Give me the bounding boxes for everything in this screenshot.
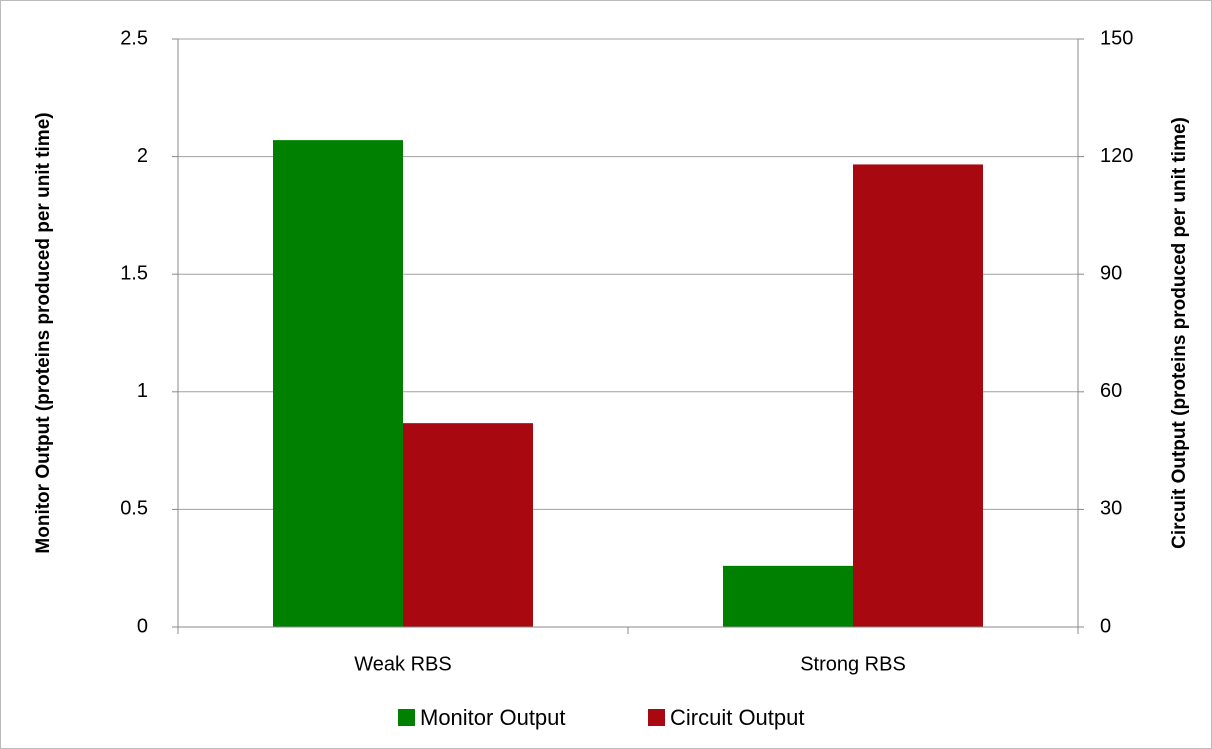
legend-label: Monitor Output (420, 705, 566, 730)
y-axis-title: Monitor Output (proteins produced per un… (33, 112, 54, 553)
y-tick-label: 1.5 (120, 262, 148, 284)
y2-tick-label: 0 (1100, 615, 1111, 637)
y2-tick-label: 30 (1100, 498, 1122, 520)
y2-tick-label: 150 (1100, 27, 1133, 49)
y-tick-label: 2 (137, 145, 148, 167)
y2-axis-title: Circuit Output (proteins produced per un… (1169, 117, 1190, 549)
bar (853, 164, 983, 627)
legend-swatch (398, 709, 415, 726)
x-tick-label: Weak RBS (354, 653, 451, 675)
bar (403, 423, 533, 627)
y2-tick-label: 120 (1100, 145, 1133, 167)
y-tick-label: 0 (137, 615, 148, 637)
legend-swatch (648, 709, 665, 726)
y-tick-label: 2.5 (120, 27, 148, 49)
y-tick-label: 0.5 (120, 498, 148, 520)
y2-tick-label: 90 (1100, 262, 1122, 284)
bar (723, 565, 853, 627)
y-tick-label: 1 (137, 380, 148, 402)
legend-label: Circuit Output (670, 705, 805, 730)
x-tick-label: Strong RBS (800, 653, 906, 675)
y2-tick-label: 60 (1100, 380, 1122, 402)
bar (273, 140, 403, 628)
